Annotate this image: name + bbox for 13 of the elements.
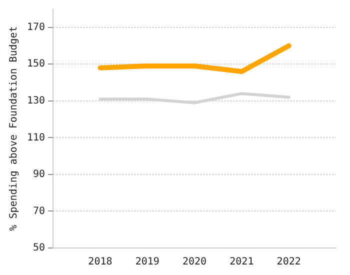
x-tick-label: 2018	[88, 256, 112, 268]
y-tick-label: 50	[33, 242, 46, 254]
x-tick-label: 2021	[230, 256, 254, 268]
y-tick-label: 150	[27, 58, 46, 70]
y-tick-label: 70	[33, 206, 46, 217]
x-tick-label: 2019	[135, 256, 160, 268]
y-tick-label: 90	[33, 169, 46, 180]
y-axis-title: % Spending above Foundation Budget	[8, 26, 20, 231]
y-tick-label: 170	[27, 22, 46, 33]
y-tick-label: 130	[27, 96, 46, 107]
x-tick-label: 2022	[276, 256, 301, 268]
y-tick-label: 110	[27, 132, 46, 144]
x-tick-label: 2020	[182, 256, 207, 268]
